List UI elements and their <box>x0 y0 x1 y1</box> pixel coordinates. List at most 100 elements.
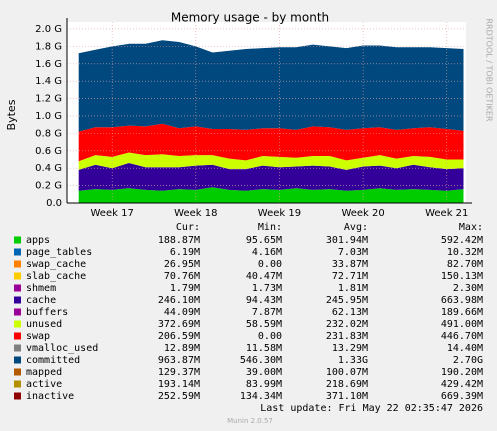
legend-label: page_tables <box>26 247 92 258</box>
legend-stat: 188.87M <box>158 235 200 246</box>
legend-swatch <box>14 392 21 400</box>
y-tick-label: 0.6 G <box>35 146 62 157</box>
legend-stat: 0.00 <box>258 259 282 270</box>
legend-swatch <box>14 344 21 352</box>
legend-label: shmem <box>26 283 56 294</box>
y-axis-label: Bytes <box>5 99 18 130</box>
legend-stat: 26.95M <box>164 259 200 270</box>
legend-stat: 429.42M <box>441 379 483 390</box>
y-tick-label: 1.8 G <box>35 41 62 52</box>
legend-label: mapped <box>26 367 62 378</box>
legend-label: slab_cache <box>26 271 86 282</box>
area <box>78 40 464 132</box>
legend-stat: 2.30M <box>453 283 483 294</box>
legend-label: vmalloc_used <box>26 343 98 354</box>
legend-stat: 663.98M <box>441 295 483 306</box>
y-tick-label: 1.4 G <box>35 76 62 87</box>
y-tick-label: 1.2 G <box>35 94 62 105</box>
legend-stat: 95.65M <box>246 235 282 246</box>
legend-stat: 83.99M <box>246 379 282 390</box>
y-tick-label: 1.0 G <box>35 111 62 122</box>
y-tick-label: 0.0 <box>46 198 62 209</box>
legend-stat: 129.37M <box>158 367 200 378</box>
legend-stat: 193.14M <box>158 379 200 390</box>
legend-label: swap_cache <box>26 259 86 270</box>
legend-label: inactive <box>26 391 74 402</box>
area <box>78 163 464 191</box>
legend-swatch <box>14 248 21 256</box>
legend-swatch <box>14 272 21 280</box>
legend-stat: 0.00 <box>258 331 282 342</box>
legend-stat: 12.89M <box>164 343 200 354</box>
legend-stat: 206.59M <box>158 331 200 342</box>
legend-swatch <box>14 356 21 364</box>
area <box>78 152 464 170</box>
legend-stat: 546.30M <box>240 355 282 366</box>
legend-label: buffers <box>26 307 68 318</box>
column-header: Avg: <box>344 222 368 233</box>
y-tick-label: 0.8 G <box>35 128 62 139</box>
legend-stat: 669.39M <box>441 391 483 402</box>
x-tick-label: Week 18 <box>174 208 217 219</box>
legend-stat: 2.70G <box>453 355 483 366</box>
legend-swatch <box>14 284 21 292</box>
legend-stat: 6.19M <box>170 247 200 258</box>
legend-stat: 58.59M <box>246 319 282 330</box>
x-tick-label: Week 21 <box>425 208 468 219</box>
legend-stat: 62.13M <box>332 307 368 318</box>
y-tick-label: 1.6 G <box>35 59 62 70</box>
legend-stat: 218.69M <box>326 379 368 390</box>
legend-stat: 11.58M <box>246 343 282 354</box>
column-header: Max: <box>459 222 483 233</box>
legend-stat: 371.10M <box>326 391 368 402</box>
legend-stat: 245.95M <box>326 295 368 306</box>
y-tick-label: 2.0 G <box>35 24 62 35</box>
legend-stat: 150.13M <box>441 271 483 282</box>
legend-stat: 1.73M <box>252 283 282 294</box>
legend-stat: 134.34M <box>240 391 282 402</box>
legend-stat: 189.66M <box>441 307 483 318</box>
legend-stat: 231.83M <box>326 331 368 342</box>
footer: Munin 2.0.57 <box>227 417 273 425</box>
y-tick-label: 0.4 G <box>35 163 62 174</box>
legend-swatch <box>14 308 21 316</box>
legend-stat: 72.71M <box>332 271 368 282</box>
legend-stat: 190.20M <box>441 367 483 378</box>
area <box>78 187 464 203</box>
legend-stat: 491.00M <box>441 319 483 330</box>
x-tick-label: Week 19 <box>258 208 301 219</box>
legend-label: swap <box>26 331 50 342</box>
x-tick-label: Week 17 <box>91 208 134 219</box>
legend-stat: 13.29M <box>332 343 368 354</box>
legend-stat: 592.42M <box>441 235 483 246</box>
watermark: RRDTOOL / TOBI OETIKER <box>485 18 494 121</box>
legend-stat: 301.94M <box>326 235 368 246</box>
legend-stat: 33.87M <box>332 259 368 270</box>
legend-label: apps <box>26 235 50 246</box>
chart-title: Memory usage - by month <box>171 11 329 25</box>
legend-stat: 94.43M <box>246 295 282 306</box>
legend-label: active <box>26 379 62 390</box>
legend-stat: 82.70M <box>447 259 483 270</box>
y-tick-label: 0.2 G <box>35 181 62 192</box>
legend-stat: 40.47M <box>246 271 282 282</box>
column-header: Cur: <box>176 222 200 233</box>
legend-swatch <box>14 260 21 268</box>
legend-stat: 10.32M <box>447 247 483 258</box>
legend-stat: 1.81M <box>338 283 368 294</box>
legend-label: unused <box>26 319 62 330</box>
legend-stat: 4.16M <box>252 247 282 258</box>
last-update: Last update: Fri May 22 02:35:47 2026 <box>260 403 483 414</box>
legend-stat: 446.70M <box>441 331 483 342</box>
legend-stat: 963.87M <box>158 355 200 366</box>
legend-swatch <box>14 332 21 340</box>
legend-swatch <box>14 320 21 328</box>
legend-stat: 39.00M <box>246 367 282 378</box>
legend-swatch <box>14 296 21 304</box>
legend-label: committed <box>26 355 80 366</box>
legend-stat: 14.40M <box>447 343 483 354</box>
legend-stat: 7.03M <box>338 247 368 258</box>
legend-stat: 232.02M <box>326 319 368 330</box>
legend-stat: 70.76M <box>164 271 200 282</box>
